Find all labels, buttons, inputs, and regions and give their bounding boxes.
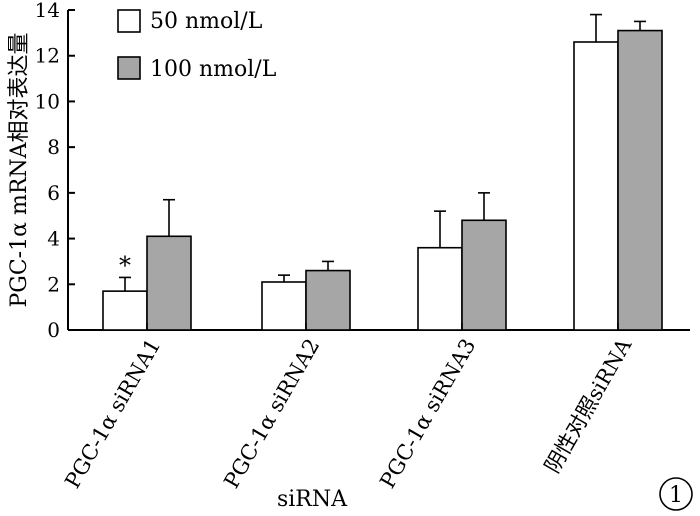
bar-series-2-cat-2 [305,269,351,331]
panel-label: 1 [659,477,693,511]
significance-star: * [119,251,131,279]
bar-series-2-cat-1 [146,235,192,331]
y-ticks: 0 2 4 6 8 10 12 14 [35,0,75,342]
y-tick-label: 6 [47,181,60,205]
panel-label-text: 1 [669,483,683,508]
legend-label-series-2: 100 nmol/L [150,57,277,82]
bars: * [102,13,663,331]
category-label: 阴性对照siRNA [540,334,637,477]
x-axis-label: siRNA [277,487,348,512]
bar-series-1-cat-4 [573,41,619,331]
panel-label-circle [659,477,693,511]
legend-label-series-1: 50 nmol/L [150,9,263,34]
category-label: PGC-1α siRNA3 [375,335,480,493]
category-label: PGC-1α siRNA1 [60,335,165,493]
bar-series-1-cat-3 [417,246,463,331]
y-tick-label: 4 [47,227,60,251]
category-label: PGC-1α siRNA2 [219,335,324,493]
category-labels: PGC-1α siRNA1 PGC-1α siRNA2 PGC-1α siRNA3 阴… [60,334,636,493]
y-tick-label: 14 [35,0,60,22]
y-axis-label: PGC-1α mRNA相对表达量 [7,32,32,307]
legend-swatch-series-2 [117,56,141,80]
y-tick-label: 8 [47,135,60,159]
y-tick-label: 10 [35,89,60,113]
bar-series-2-cat-3 [461,219,507,331]
legend-swatch-series-1 [117,9,141,33]
y-tick-label: 12 [35,44,60,68]
bar-series-1-cat-1 [102,290,148,331]
y-tick-label: 2 [47,272,60,296]
legend: 50 nmol/L 100 nmol/L [117,9,277,82]
bar-series-1-cat-2 [261,281,307,331]
bar-series-2-cat-4 [617,29,663,331]
y-tick-label: 0 [47,318,60,342]
